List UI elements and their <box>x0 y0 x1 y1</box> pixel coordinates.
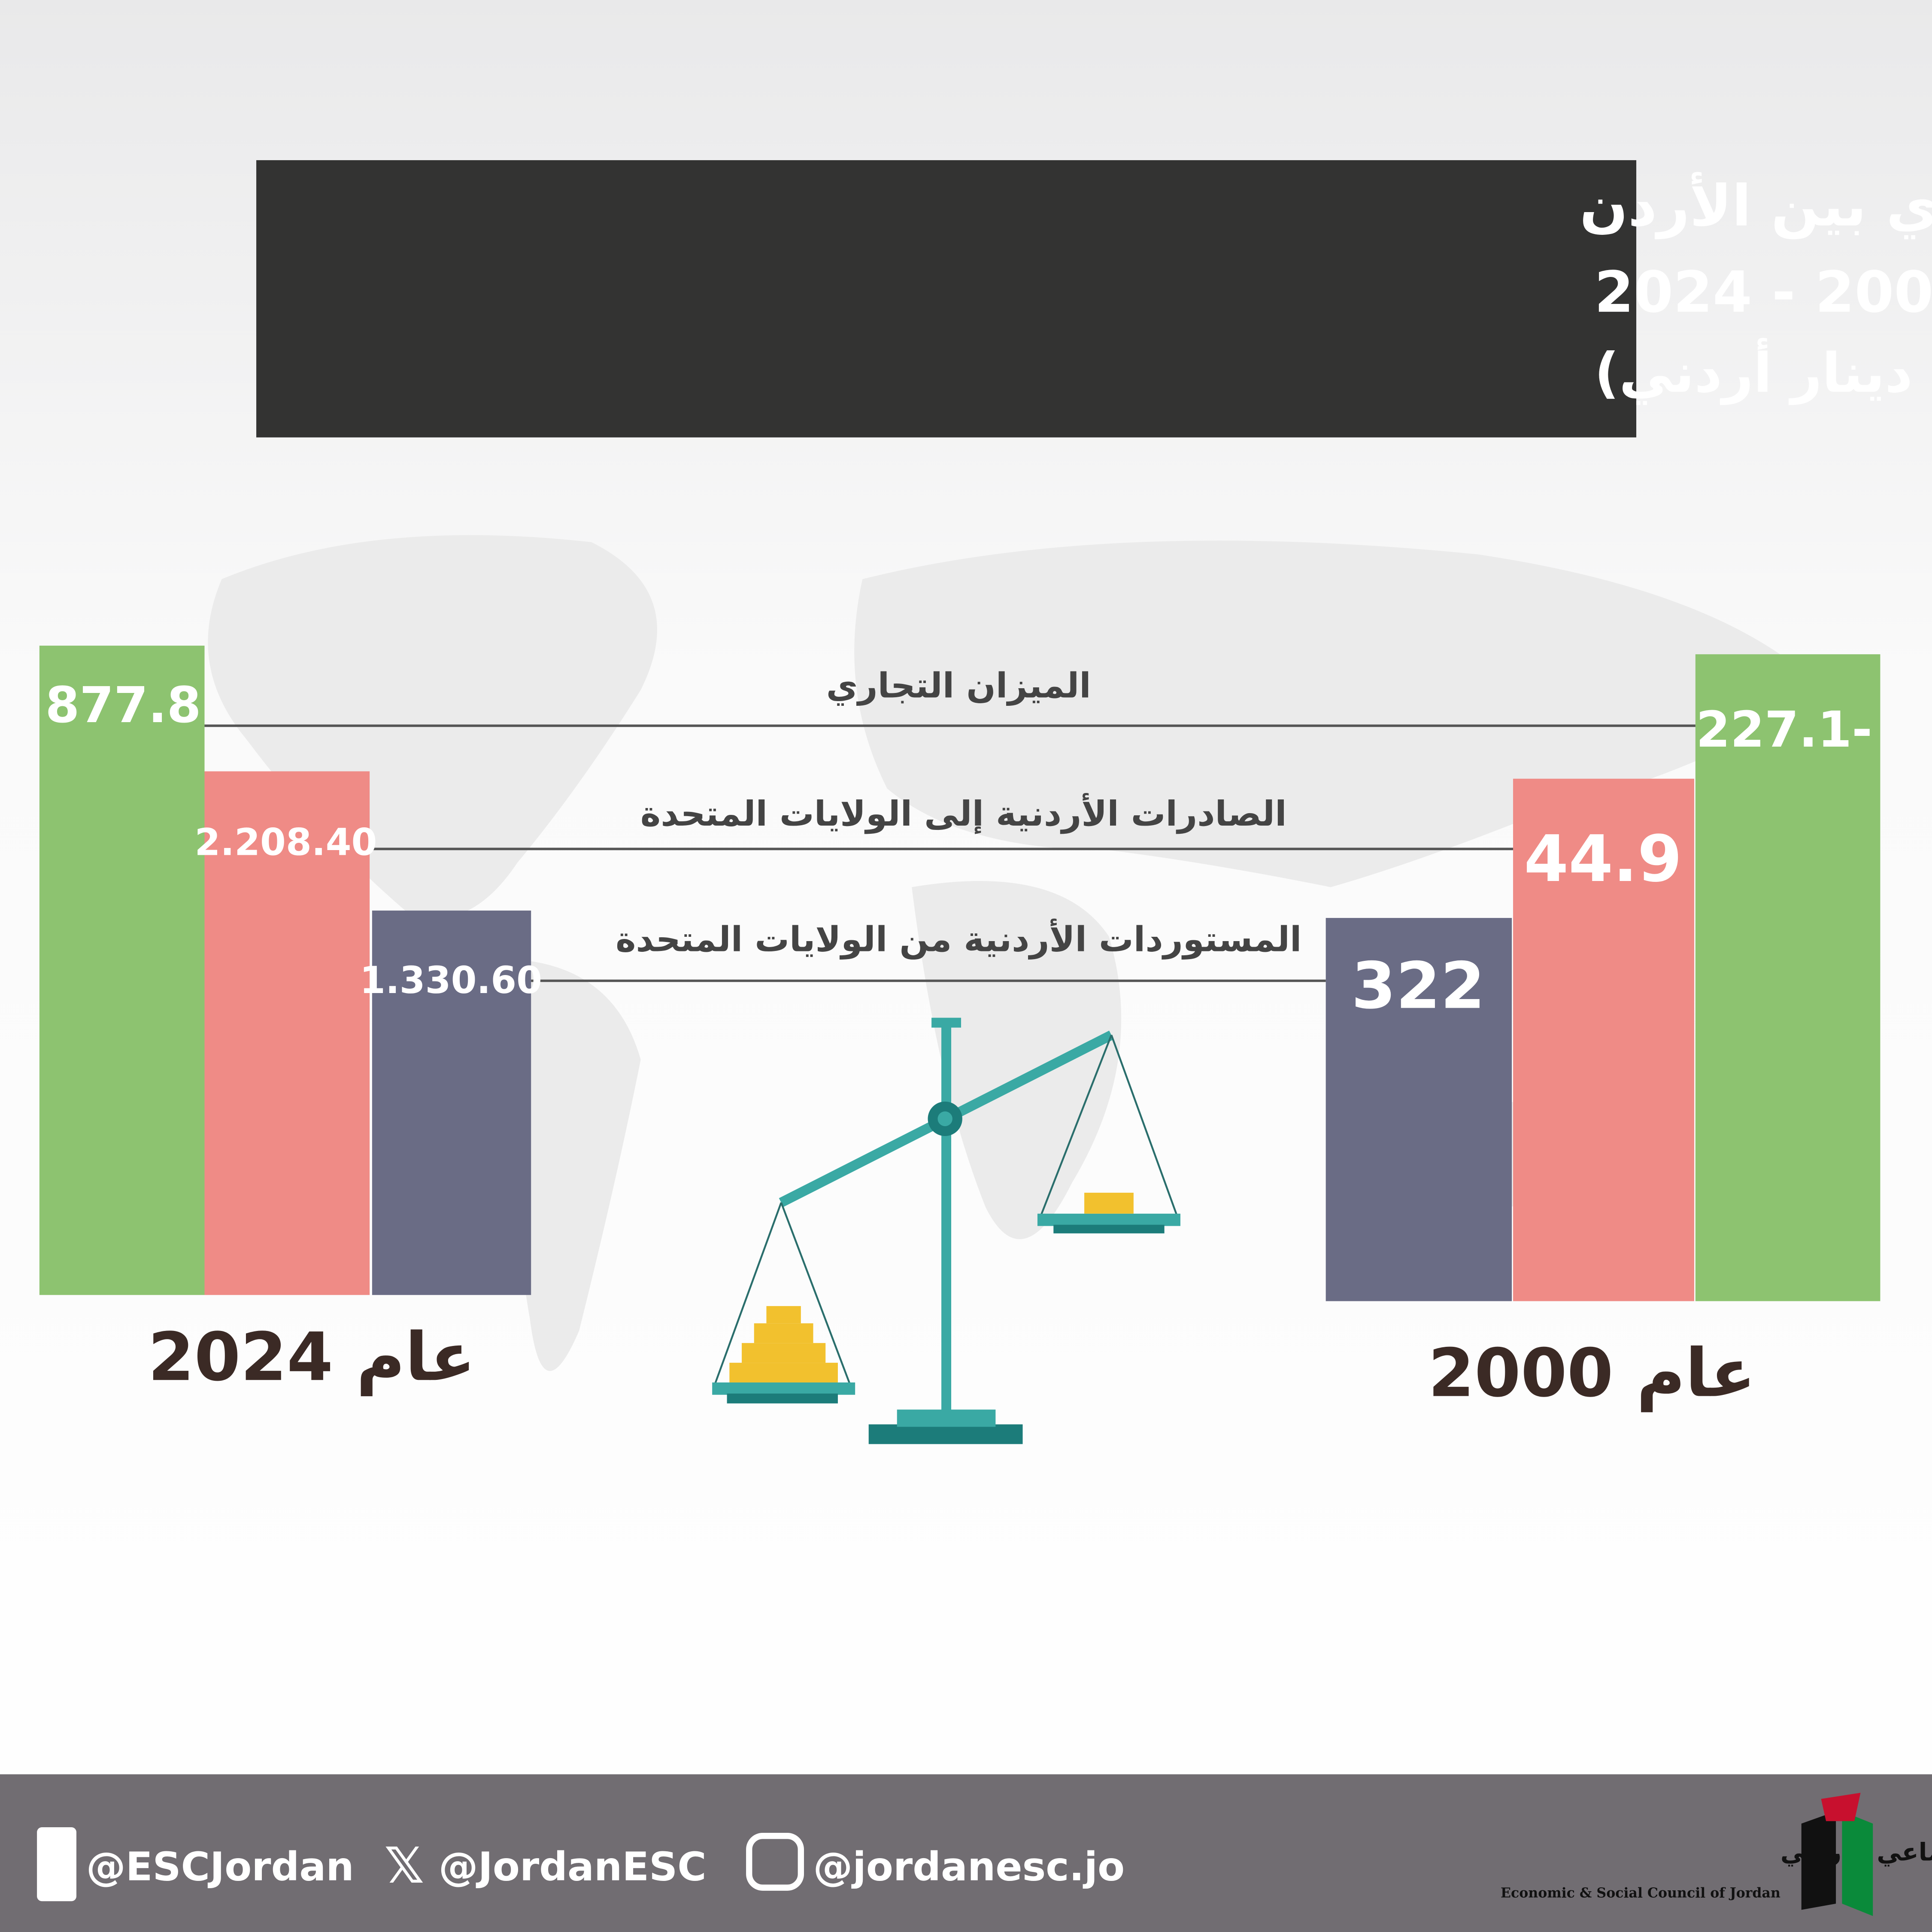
value-label: 877.8 <box>45 677 201 734</box>
connector-lines <box>204 724 1695 982</box>
value-label: 1.330.60 <box>360 959 542 1002</box>
bar-imports <box>372 910 531 1295</box>
footer <box>0 1774 1932 1932</box>
bar-exports <box>1513 778 1694 1301</box>
instagram-handle: @jordanesc.jo <box>813 1844 1125 1889</box>
bar-imports <box>1325 918 1512 1301</box>
x-handle: @JordanESC <box>439 1844 707 1889</box>
year-label: عام 2024 <box>148 1318 476 1397</box>
legend-label: المستوردات الأردنية من الولايات المتحدة <box>616 919 1301 960</box>
legend-label: الميزان التجاري <box>826 665 1091 706</box>
facebook-handle: @ESCJordan <box>86 1844 354 1889</box>
scale-illustration <box>712 1018 1180 1444</box>
org-name-en: Economic & Social Council of Jordan <box>1501 1885 1780 1901</box>
year-label: عام 2000 <box>1428 1334 1756 1413</box>
value-label: 44.9 <box>1524 822 1682 896</box>
instagram-icon <box>746 1832 804 1891</box>
value-label: 322 <box>1351 949 1485 1024</box>
title-line: والولايات المتحدة الأمريكية بين عام 2000… <box>1594 258 1932 326</box>
x-icon: 𝕏 <box>385 1837 425 1895</box>
title-line: تطور حجم التبادل التجاري والميزان التجار… <box>1580 172 1932 240</box>
legend-label: الصادرات الأردنية إلى الولايات المتحدة <box>640 793 1287 834</box>
bar-balance <box>1695 654 1880 1301</box>
facebook-icon <box>37 1827 76 1902</box>
bar-balance <box>39 645 205 1295</box>
logo <box>1801 1792 1873 1916</box>
title-box <box>256 160 1637 437</box>
value-label: 2.208.40 <box>195 821 377 864</box>
bar-exports <box>204 771 370 1295</box>
value-label: 227.1- <box>1696 701 1872 759</box>
title-line: (مليون دينار أردني) <box>1594 338 1932 405</box>
